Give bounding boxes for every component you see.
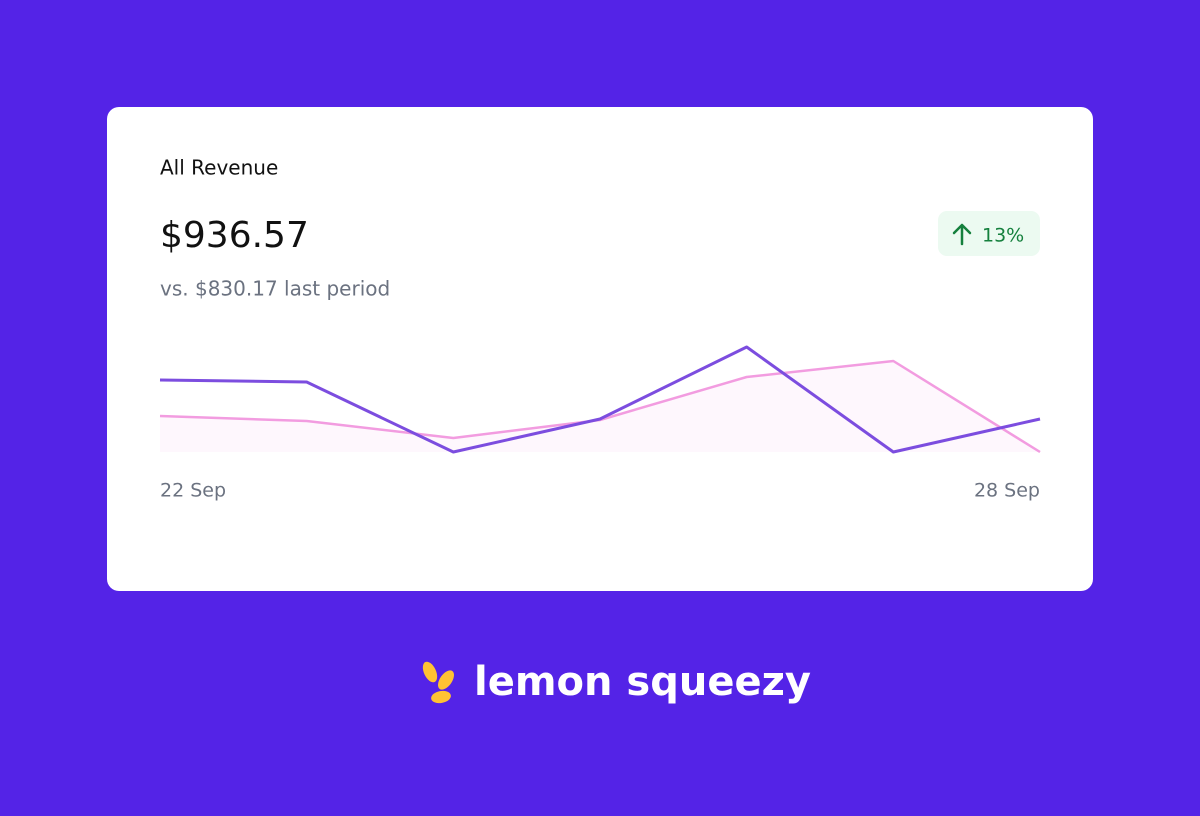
logo-icon xyxy=(422,661,454,704)
amount: $936.57 xyxy=(160,215,309,256)
change-value: 13% xyxy=(982,225,1024,247)
x-tick-label: 28 Sep xyxy=(974,480,1040,502)
change-badge xyxy=(938,211,1040,256)
card-title: All Revenue xyxy=(160,156,278,180)
arrow-up-icon xyxy=(952,223,972,246)
area xyxy=(160,361,1040,452)
comparison: vs. $830.17 last period xyxy=(160,277,390,301)
card xyxy=(107,107,1093,591)
x-tick-label: 22 Sep xyxy=(160,480,226,502)
line xyxy=(159,345,1041,454)
brand-name: lemon squeezy xyxy=(474,659,811,705)
